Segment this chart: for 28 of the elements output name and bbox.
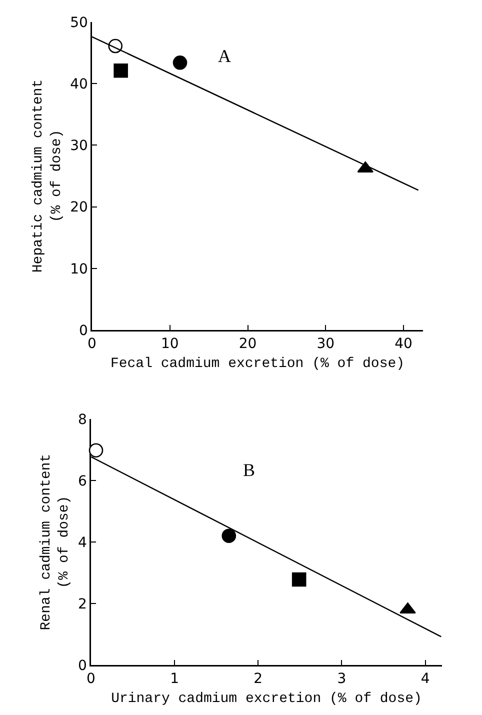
y-axis-title: Renal cadmium content (% of dose) [38,454,73,630]
annotation: A [218,46,231,66]
point [292,572,306,587]
point [88,443,104,458]
y-tick-label: 6 [78,473,87,490]
x-tick-label: 2 [254,671,263,688]
x-axis-title: Fecal cadmium excretion (% of dose) [110,356,405,372]
y-tick-label: 0 [78,658,87,674]
y-axis-title: Hepatic cadmium content (% of dose) [30,79,65,273]
y-tick-label: 8 [78,412,87,428]
y-tick-label: 0 [78,322,88,339]
y-tick-label: 4 [78,534,87,551]
x-axis-title: Urinary cadmium excretion (% of dose) [111,691,422,708]
annotation: B [243,460,256,480]
x-tick-label: 3 [337,671,346,688]
x-tick-label: 20 [238,336,257,352]
x-tick-label: 10 [160,336,179,352]
y-tick-label: 10 [70,261,88,278]
x-tick-label: 1 [170,671,180,688]
x-tick-label: 40 [394,336,412,352]
point [222,528,236,543]
x-tick-label: 4 [420,671,430,688]
y-tick-label: 50 [70,14,88,31]
y-tick-label: 40 [70,76,88,92]
y-tick-label: 30 [70,138,88,154]
y-tick-label: 2 [78,596,87,612]
y-tick-label: 20 [70,200,88,216]
x-tick-label: 30 [316,336,335,352]
